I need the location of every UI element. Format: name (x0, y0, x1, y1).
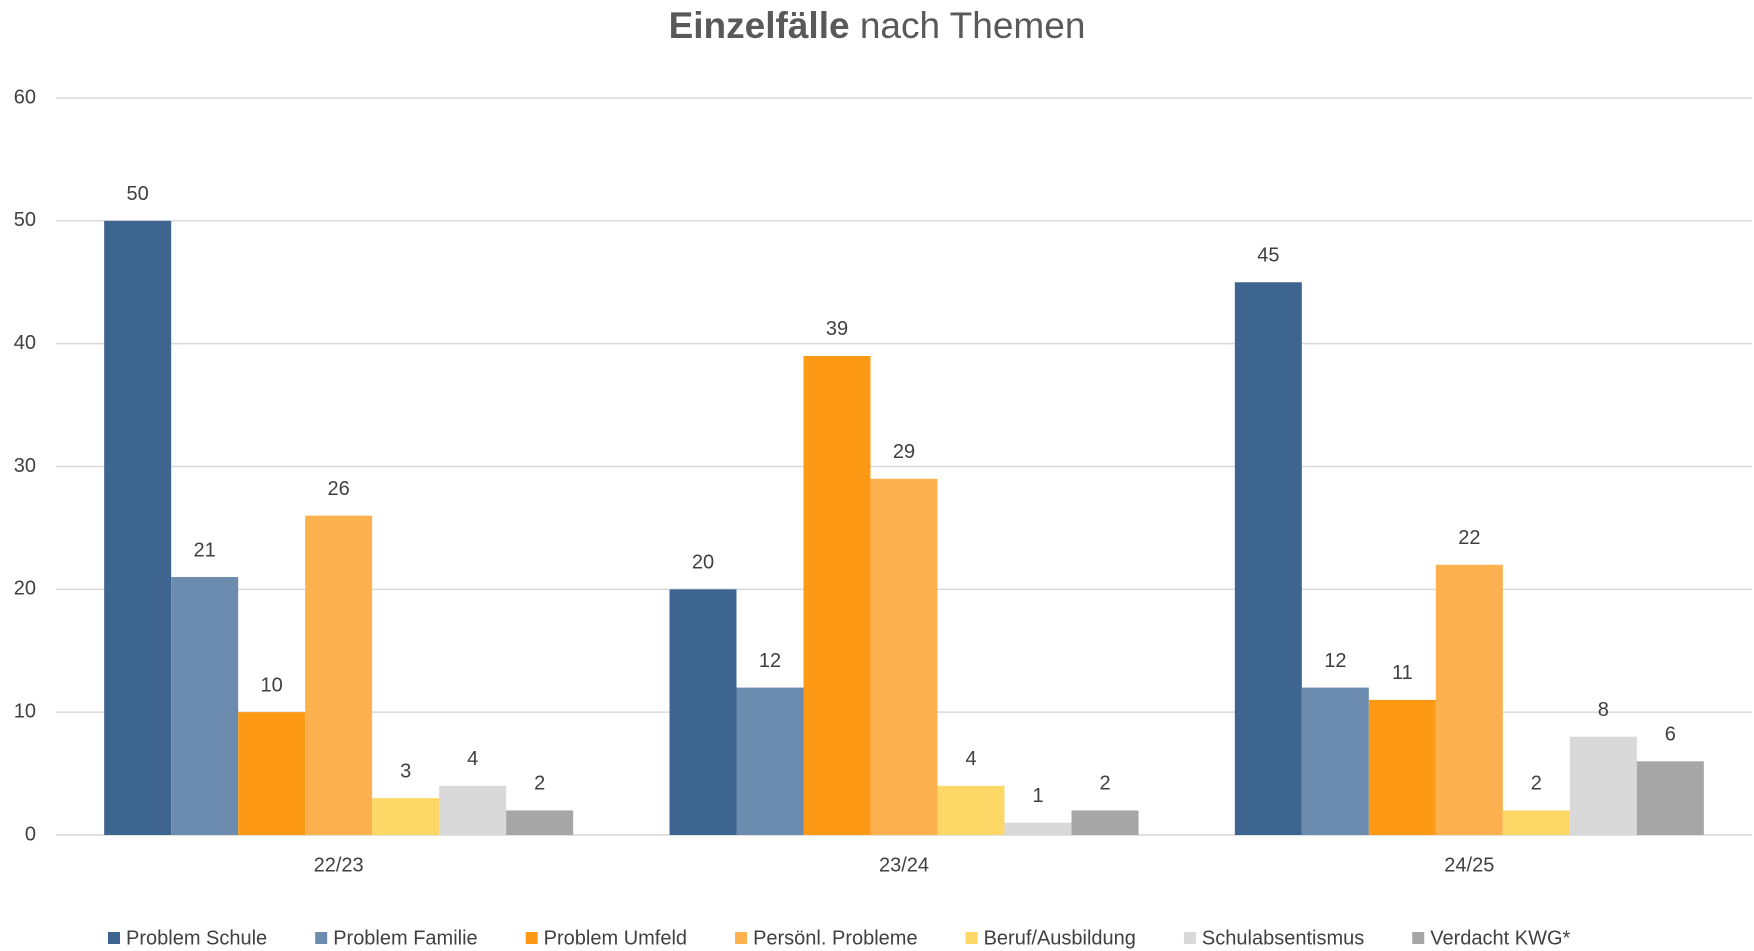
bar (1234, 282, 1302, 835)
data-label: 20 (692, 552, 714, 574)
data-label: 4 (965, 748, 976, 770)
bar (171, 577, 239, 835)
legend-label: Verdacht KWG* (1430, 927, 1570, 949)
legend-swatch (1412, 932, 1425, 944)
bar (439, 785, 507, 835)
x-tick-label: 22/23 (314, 854, 364, 876)
bar (1368, 699, 1436, 835)
title-rest: nach Themen (860, 5, 1086, 46)
x-tick-label: 23/24 (879, 854, 929, 876)
data-label: 29 (893, 441, 915, 463)
bar (1435, 564, 1503, 835)
x-tick-label: 24/25 (1444, 854, 1494, 876)
legend-label: Persönl. Probleme (753, 927, 918, 949)
bar (1569, 736, 1637, 835)
data-label: 11 (1392, 662, 1413, 684)
bar (870, 478, 938, 835)
data-label: 39 (826, 318, 848, 340)
bar (937, 785, 1005, 835)
legend-label: Problem Schule (126, 927, 267, 949)
bar (1004, 822, 1072, 835)
title-bold: Einzelfälle (669, 5, 850, 46)
data-label: 2 (534, 773, 545, 795)
data-label: 26 (328, 478, 350, 500)
data-label: 2 (1531, 773, 1542, 795)
y-tick-label: 60 (14, 86, 36, 108)
data-label: 2 (1099, 773, 1110, 795)
legend-swatch (965, 932, 978, 944)
legend-label: Problem Familie (333, 927, 477, 949)
data-label: 22 (1458, 527, 1480, 549)
bar (372, 798, 440, 835)
legend-label: Beruf/Ausbildung (984, 927, 1136, 949)
legend-label: Problem Umfeld (544, 927, 687, 949)
data-label: 1 (1032, 785, 1043, 807)
bar (104, 220, 172, 836)
data-label: 3 (400, 760, 411, 782)
data-label: 45 (1257, 245, 1279, 267)
legend-swatch (1183, 932, 1196, 944)
data-label: 8 (1598, 699, 1609, 721)
bar (803, 355, 871, 835)
data-label: 6 (1665, 724, 1676, 746)
y-tick-label: 40 (14, 332, 36, 354)
bar (669, 589, 737, 835)
y-tick-label: 50 (14, 209, 36, 231)
data-label: 50 (127, 183, 149, 205)
bar (1636, 761, 1704, 835)
data-label: 21 (194, 539, 216, 561)
bar (1502, 810, 1570, 835)
bar (736, 687, 804, 835)
bar (506, 810, 574, 835)
legend-swatch (735, 932, 748, 944)
data-label: 12 (759, 650, 781, 672)
legend-swatch (525, 932, 538, 944)
data-label: 10 (261, 674, 283, 696)
y-tick-label: 10 (14, 700, 36, 722)
chart-title: Einzelfälle nach Themen (669, 5, 1086, 46)
data-label: 4 (467, 748, 478, 770)
y-tick-label: 20 (14, 578, 36, 600)
data-label: 12 (1324, 650, 1346, 672)
legend-label: Schulabsentismus (1202, 927, 1364, 949)
y-tick-label: 0 (25, 823, 36, 845)
bar (238, 712, 306, 835)
legend-swatch (108, 932, 120, 944)
y-tick-label: 30 (14, 455, 36, 477)
legend-swatch (315, 932, 328, 944)
bar (1071, 810, 1139, 835)
bar (1301, 687, 1369, 835)
bar (305, 515, 373, 835)
